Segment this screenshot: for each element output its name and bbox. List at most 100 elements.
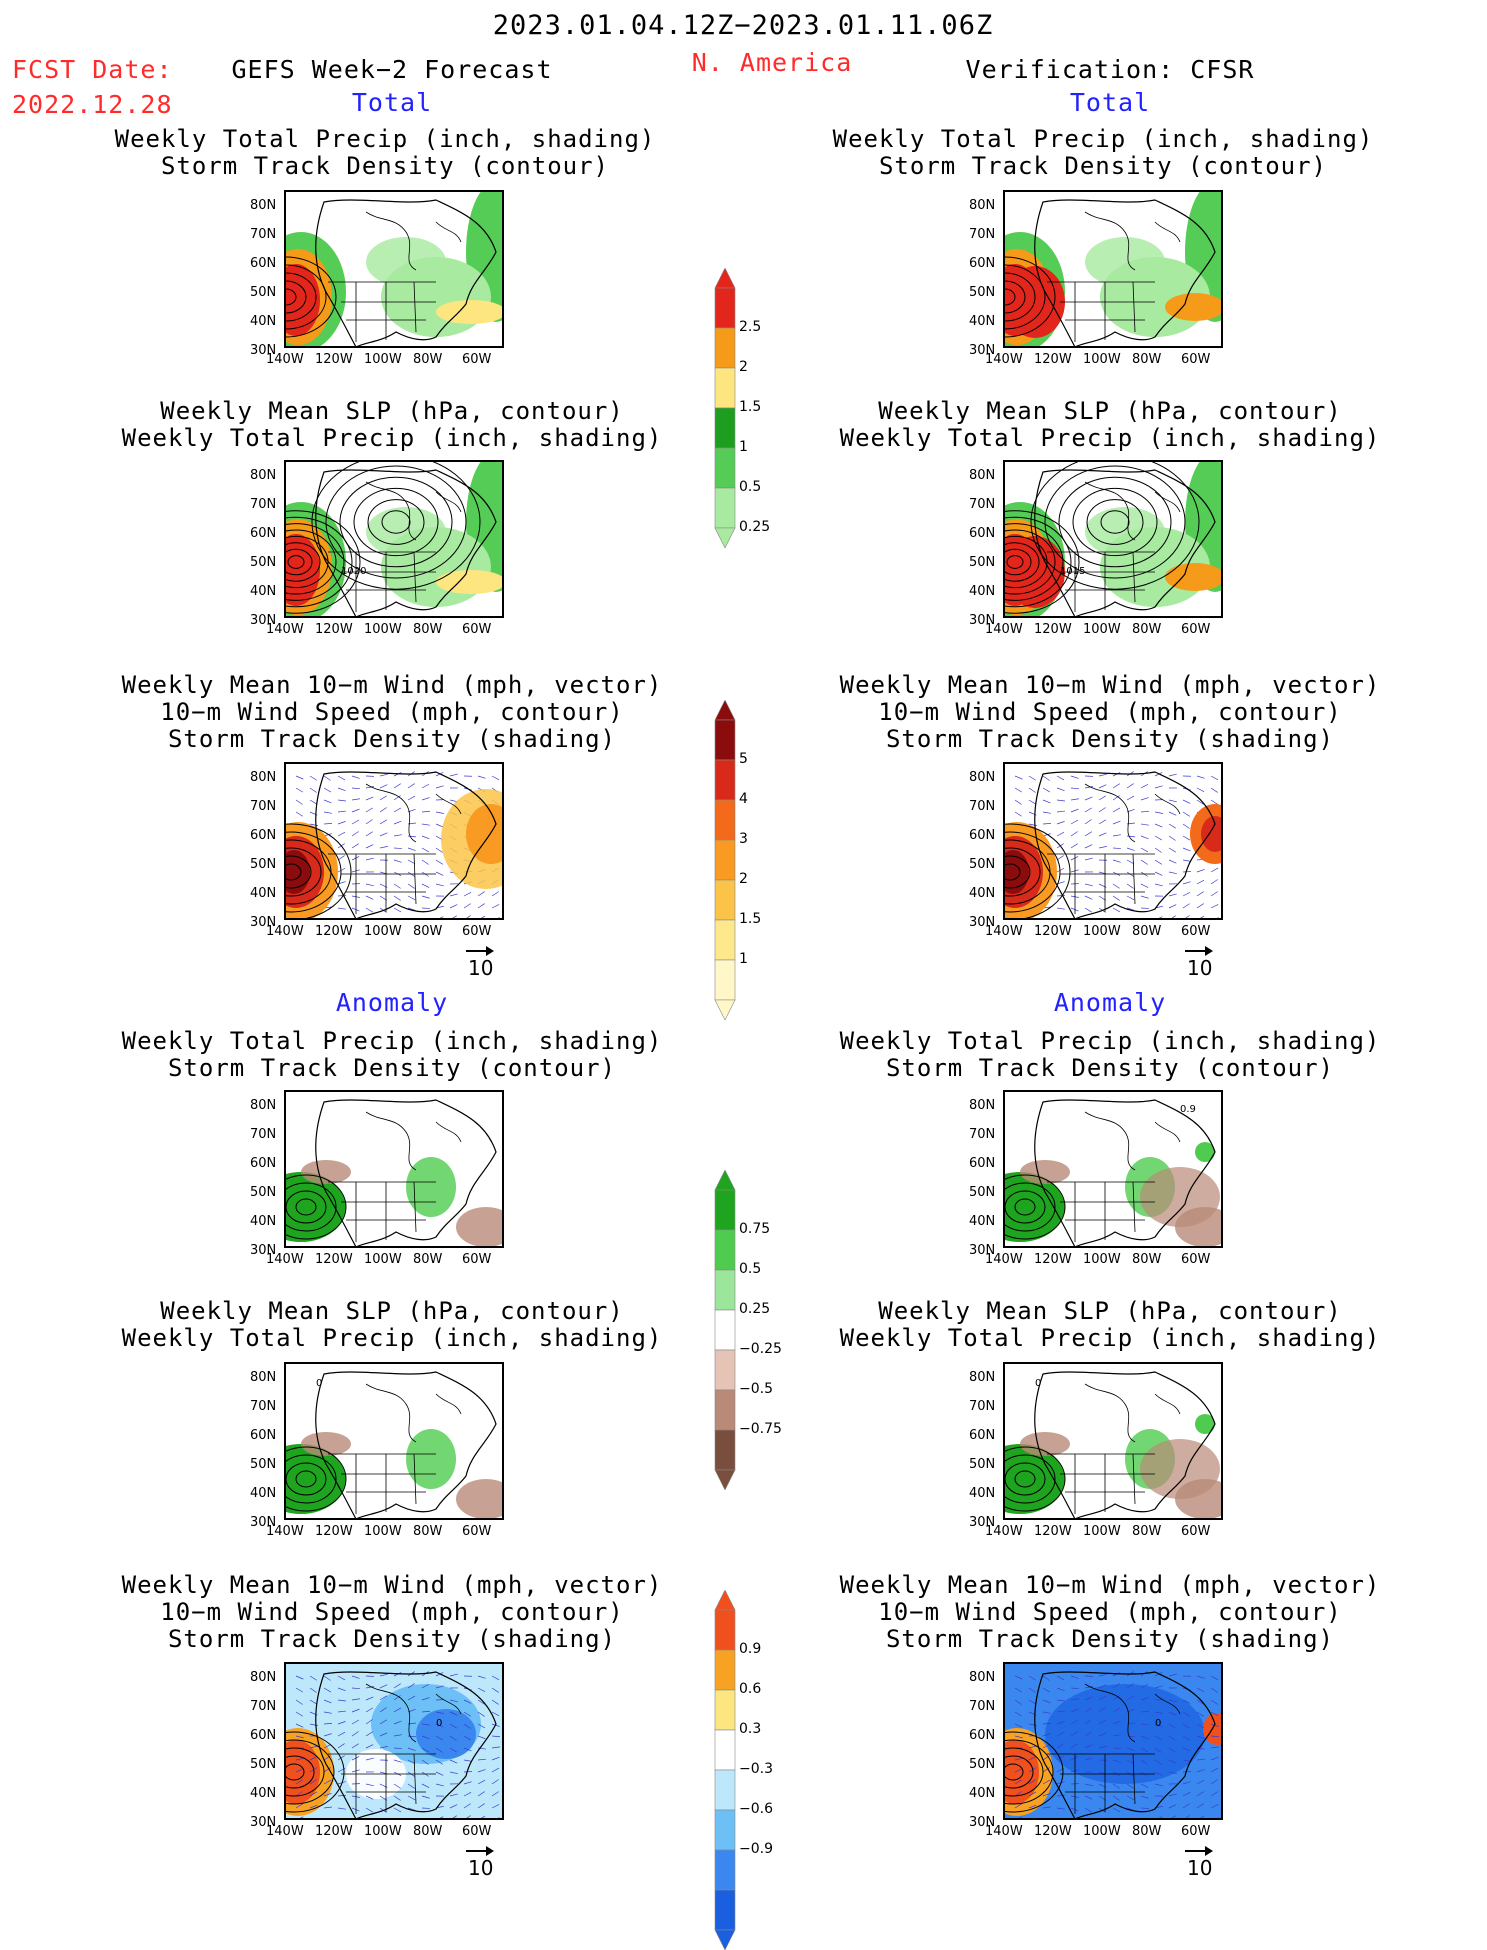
lon-tick-label: 120W bbox=[315, 924, 353, 939]
wind-vector bbox=[366, 908, 373, 912]
wind-vector bbox=[1183, 812, 1190, 816]
wind-vector bbox=[1169, 916, 1176, 920]
lon-tick-label: 140W bbox=[985, 924, 1023, 939]
map-plot: 0 bbox=[1005, 1364, 1223, 1520]
wind-vector bbox=[450, 774, 458, 776]
wind-vector bbox=[1113, 821, 1120, 824]
colorbar-graphic bbox=[713, 1170, 743, 1490]
lat-tick-label: 60N bbox=[250, 828, 276, 843]
vector-reference-arrow bbox=[466, 1850, 492, 1852]
wind-vector bbox=[492, 776, 499, 780]
panel-title: Weekly Total Precip (inch, shading) Stor… bbox=[840, 1028, 1381, 1082]
lon-tick-label: 60W bbox=[462, 622, 491, 637]
map-panel: 0 bbox=[1003, 1662, 1223, 1820]
wind-vector bbox=[1169, 872, 1177, 874]
wind-vector bbox=[1057, 821, 1065, 824]
wind-vector bbox=[1113, 808, 1120, 812]
arctic-islands bbox=[1085, 784, 1180, 842]
lon-tick-label: 120W bbox=[315, 1252, 353, 1267]
wind-vector bbox=[1197, 904, 1204, 908]
wind-vector bbox=[1183, 871, 1191, 872]
wind-vector bbox=[1085, 845, 1092, 848]
contour-label: 1020 bbox=[341, 566, 366, 577]
colorbar-label: 0.25 bbox=[739, 519, 770, 535]
lat-tick-label: 80N bbox=[969, 770, 995, 785]
lon-tick-label: 80W bbox=[1132, 1524, 1161, 1539]
lat-tick-label: 60N bbox=[969, 828, 995, 843]
wind-vector bbox=[1085, 808, 1092, 812]
wind-vector bbox=[422, 811, 430, 812]
wind-vector bbox=[1169, 836, 1176, 841]
colorbar-segment bbox=[715, 1230, 735, 1270]
wind-vector bbox=[1183, 848, 1190, 851]
section-anomaly-right: Anomaly bbox=[1054, 988, 1166, 1017]
map-panel bbox=[1003, 762, 1223, 920]
lat-tick-label: 50N bbox=[250, 555, 276, 570]
colorbar-segment bbox=[715, 880, 735, 920]
lat-tick-label: 80N bbox=[250, 770, 276, 785]
wind-vector bbox=[1099, 807, 1106, 812]
colorbar-segment bbox=[715, 920, 735, 960]
lon-tick-label: 100W bbox=[1083, 352, 1121, 367]
colorbar-segment bbox=[715, 720, 735, 760]
colorbar-segment bbox=[715, 1770, 735, 1810]
wind-vector bbox=[1211, 776, 1218, 780]
colorbar-cap bbox=[715, 528, 735, 548]
lon-tick-label: 140W bbox=[985, 622, 1023, 637]
lat-tick-label: 60N bbox=[250, 256, 276, 271]
contour-label: 1015 bbox=[1060, 566, 1085, 577]
wind-vector bbox=[1071, 832, 1078, 836]
wind-vector bbox=[1183, 892, 1190, 896]
wind-vector bbox=[1057, 800, 1065, 801]
wind-vector bbox=[366, 797, 373, 800]
wind-vector bbox=[1155, 812, 1163, 813]
wind-vector bbox=[1043, 788, 1050, 792]
wind-vector bbox=[450, 916, 457, 920]
wind-vector bbox=[310, 1819, 318, 1820]
wind-vector bbox=[1183, 836, 1190, 840]
map-plot: 0.9 bbox=[1005, 1092, 1223, 1248]
map-plot: 0 bbox=[286, 1664, 504, 1820]
wind-vector bbox=[436, 884, 444, 886]
vector-reference-arrow bbox=[1185, 1850, 1211, 1852]
wind-vector bbox=[1183, 824, 1190, 829]
wind-vector bbox=[422, 824, 430, 825]
map-panel bbox=[284, 762, 504, 920]
wind-vector bbox=[1155, 884, 1163, 886]
wind-vector bbox=[408, 836, 416, 837]
map-plot: 0 bbox=[1005, 1664, 1223, 1820]
model-title: GEFS Week−2 Forecast bbox=[231, 55, 552, 84]
lat-tick-label: 40N bbox=[969, 1786, 995, 1801]
wind-vector bbox=[338, 908, 346, 909]
wind-vector bbox=[366, 819, 373, 824]
wind-vector bbox=[1085, 819, 1092, 824]
lon-tick-label: 140W bbox=[985, 1252, 1023, 1267]
precip-shading bbox=[436, 300, 504, 324]
wind-vector bbox=[310, 776, 317, 780]
wind-vector bbox=[1071, 856, 1078, 860]
lat-tick-label: 80N bbox=[969, 198, 995, 213]
colorbar-segment bbox=[715, 1690, 735, 1730]
lat-tick-label: 40N bbox=[969, 1486, 995, 1501]
wind-vector bbox=[366, 896, 373, 899]
wind-vector bbox=[1057, 832, 1064, 836]
wind-vector bbox=[296, 812, 303, 816]
lat-tick-label: 80N bbox=[250, 1670, 276, 1685]
wind-vector bbox=[1169, 812, 1176, 815]
lon-tick-label: 60W bbox=[462, 1252, 491, 1267]
date-range: 2023.01.04.12Z−2023.01.11.06Z bbox=[493, 10, 993, 41]
colorbar-label: 0.25 bbox=[739, 1301, 770, 1317]
precip-anomaly-shading bbox=[1020, 1160, 1070, 1184]
colorbar-label: −0.9 bbox=[739, 1841, 773, 1857]
lat-tick-label: 80N bbox=[969, 1098, 995, 1113]
wind-vector bbox=[380, 833, 387, 836]
wind-vector bbox=[394, 808, 401, 812]
wind-vector bbox=[310, 788, 317, 793]
wind-vector bbox=[1127, 884, 1134, 888]
contour-label: 0 bbox=[316, 1378, 322, 1389]
fcst-date-label: FCST Date: bbox=[12, 55, 173, 84]
wind-vector bbox=[492, 918, 500, 920]
state-borders bbox=[328, 854, 436, 914]
wind-vector bbox=[436, 786, 444, 788]
precip-anomaly-shading bbox=[1140, 1439, 1220, 1499]
